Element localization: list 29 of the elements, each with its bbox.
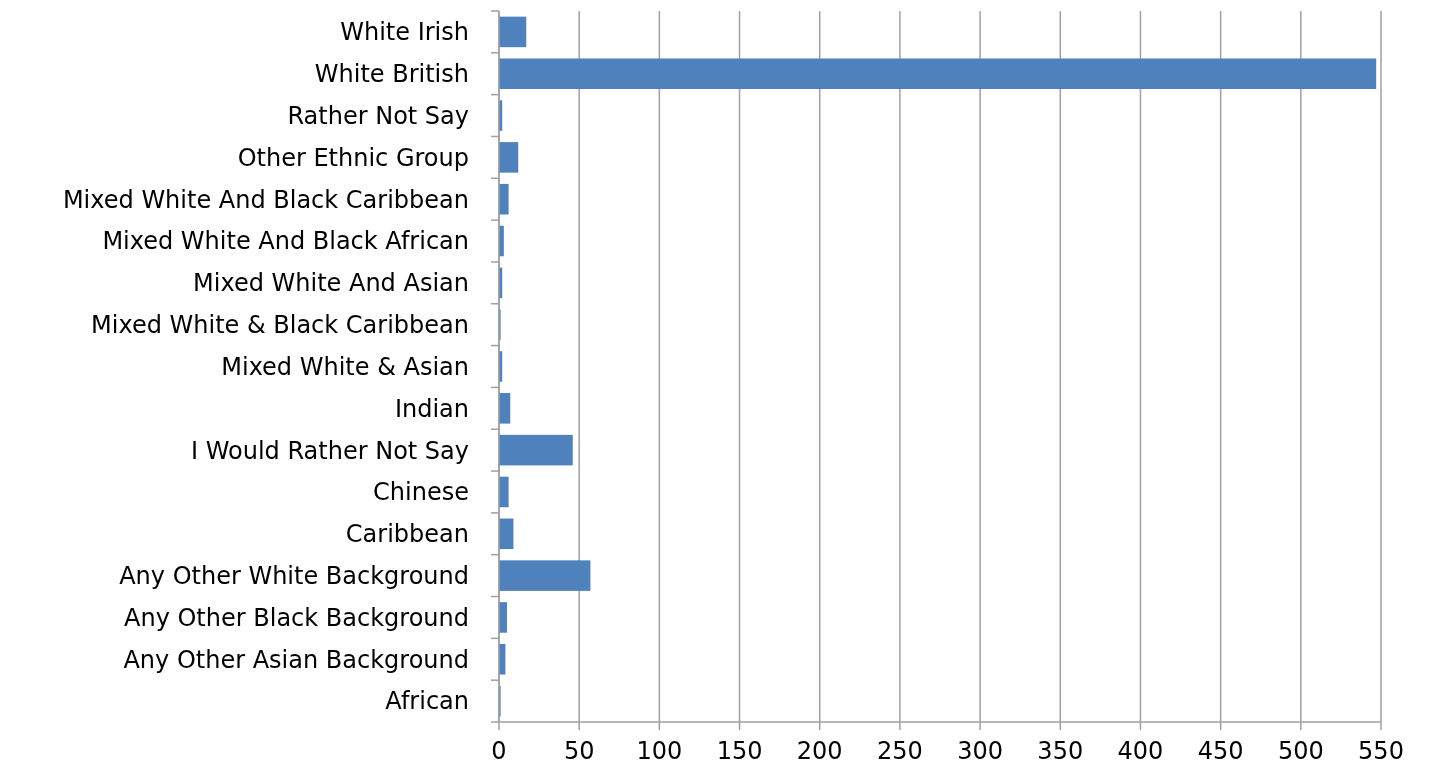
- y-tick-label: I Would Rather Not Say: [190, 436, 469, 465]
- x-tick-label: 450: [1197, 737, 1244, 765]
- y-tick-label: White Irish: [340, 18, 469, 47]
- x-tick-label: 300: [957, 737, 1003, 765]
- y-tick-label: Any Other Asian Background: [123, 645, 469, 674]
- x-tick-label: 0: [491, 737, 507, 765]
- y-tick-label: Any Other White Background: [119, 562, 469, 591]
- x-tick-label: 350: [1037, 737, 1084, 765]
- y-tick-label: Chinese: [373, 478, 469, 507]
- y-tick-label: White British: [314, 60, 469, 89]
- y-tick-label: African: [385, 687, 469, 716]
- x-tick-label: 400: [1117, 737, 1164, 765]
- y-tick-label: Mixed White & Black Caribbean: [91, 311, 469, 340]
- x-tick-label: 200: [796, 737, 843, 765]
- x-tick-label: 150: [716, 737, 763, 765]
- y-tick-label: Rather Not Say: [287, 101, 469, 130]
- y-tick-label: Mixed White And Asian: [193, 269, 469, 298]
- y-tick-label: Mixed White & Asian: [221, 352, 469, 381]
- x-tick-label: 100: [636, 737, 683, 765]
- y-tick-label: Any Other Black Background: [124, 603, 469, 632]
- y-tick-label: Indian: [394, 394, 469, 423]
- y-tick-label: Mixed White And Black Caribbean: [62, 185, 469, 214]
- x-tick-label: 500: [1277, 737, 1324, 765]
- y-tick-label: Caribbean: [345, 520, 469, 549]
- y-tick-label: Mixed White And Black African: [102, 227, 469, 256]
- x-tick-label: 550: [1358, 737, 1404, 765]
- x-tick-label: 250: [877, 737, 923, 765]
- x-tick-label: 50: [563, 737, 595, 765]
- y-tick-label: Other Ethnic Group: [237, 143, 469, 172]
